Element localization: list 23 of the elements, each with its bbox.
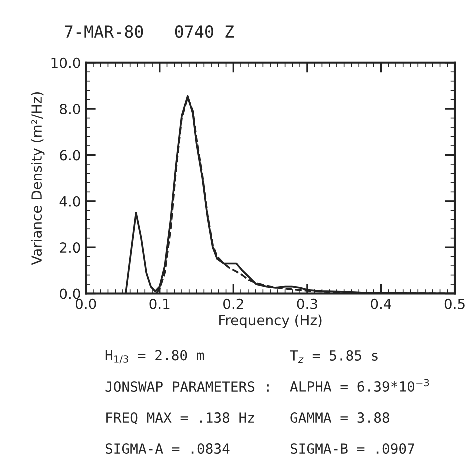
text: JONSWAP PARAMETERS : — [106, 382, 269, 392]
x-tick-label: 0.5 — [444, 298, 465, 310]
y-tick-label: 10.0 — [52, 58, 80, 68]
text: T$_{z}$ = 5.85 s — [290, 350, 378, 364]
text: SIGMA-B = .0907 — [290, 444, 414, 454]
chart-title: 7-MAR-80 0740 Z — [65, 26, 234, 38]
y-tick-label: 6.0 — [60, 150, 80, 161]
text: SIGMA-A = .0834 — [106, 444, 230, 454]
x-tick-label: 0.1 — [150, 298, 170, 310]
y-tick-label: 4.0 — [60, 196, 80, 207]
x-tick-label: 0.4 — [371, 298, 392, 310]
x-axis-title: Frequency (Hz) — [220, 314, 322, 328]
x-tick-label: 0.3 — [297, 298, 318, 310]
x-tick-label: 0.2 — [224, 298, 244, 310]
y-tick-label: 8.0 — [60, 104, 80, 115]
text: H$_{1/3}$ = 2.80 m — [106, 350, 204, 364]
x-tick-label: 0.0 — [76, 298, 96, 310]
text: FREQ MAX = .138 Hz — [106, 412, 254, 425]
y-tick-label: 2.0 — [60, 242, 80, 254]
text: ALPHA = 6.39*10$^{−3}$ — [290, 379, 430, 392]
y-tick-label: 0.0 — [60, 288, 80, 300]
y-axis-title: Variance Density (m²/Hz) — [31, 92, 45, 266]
text: GAMMA = 3.88 — [290, 412, 390, 424]
